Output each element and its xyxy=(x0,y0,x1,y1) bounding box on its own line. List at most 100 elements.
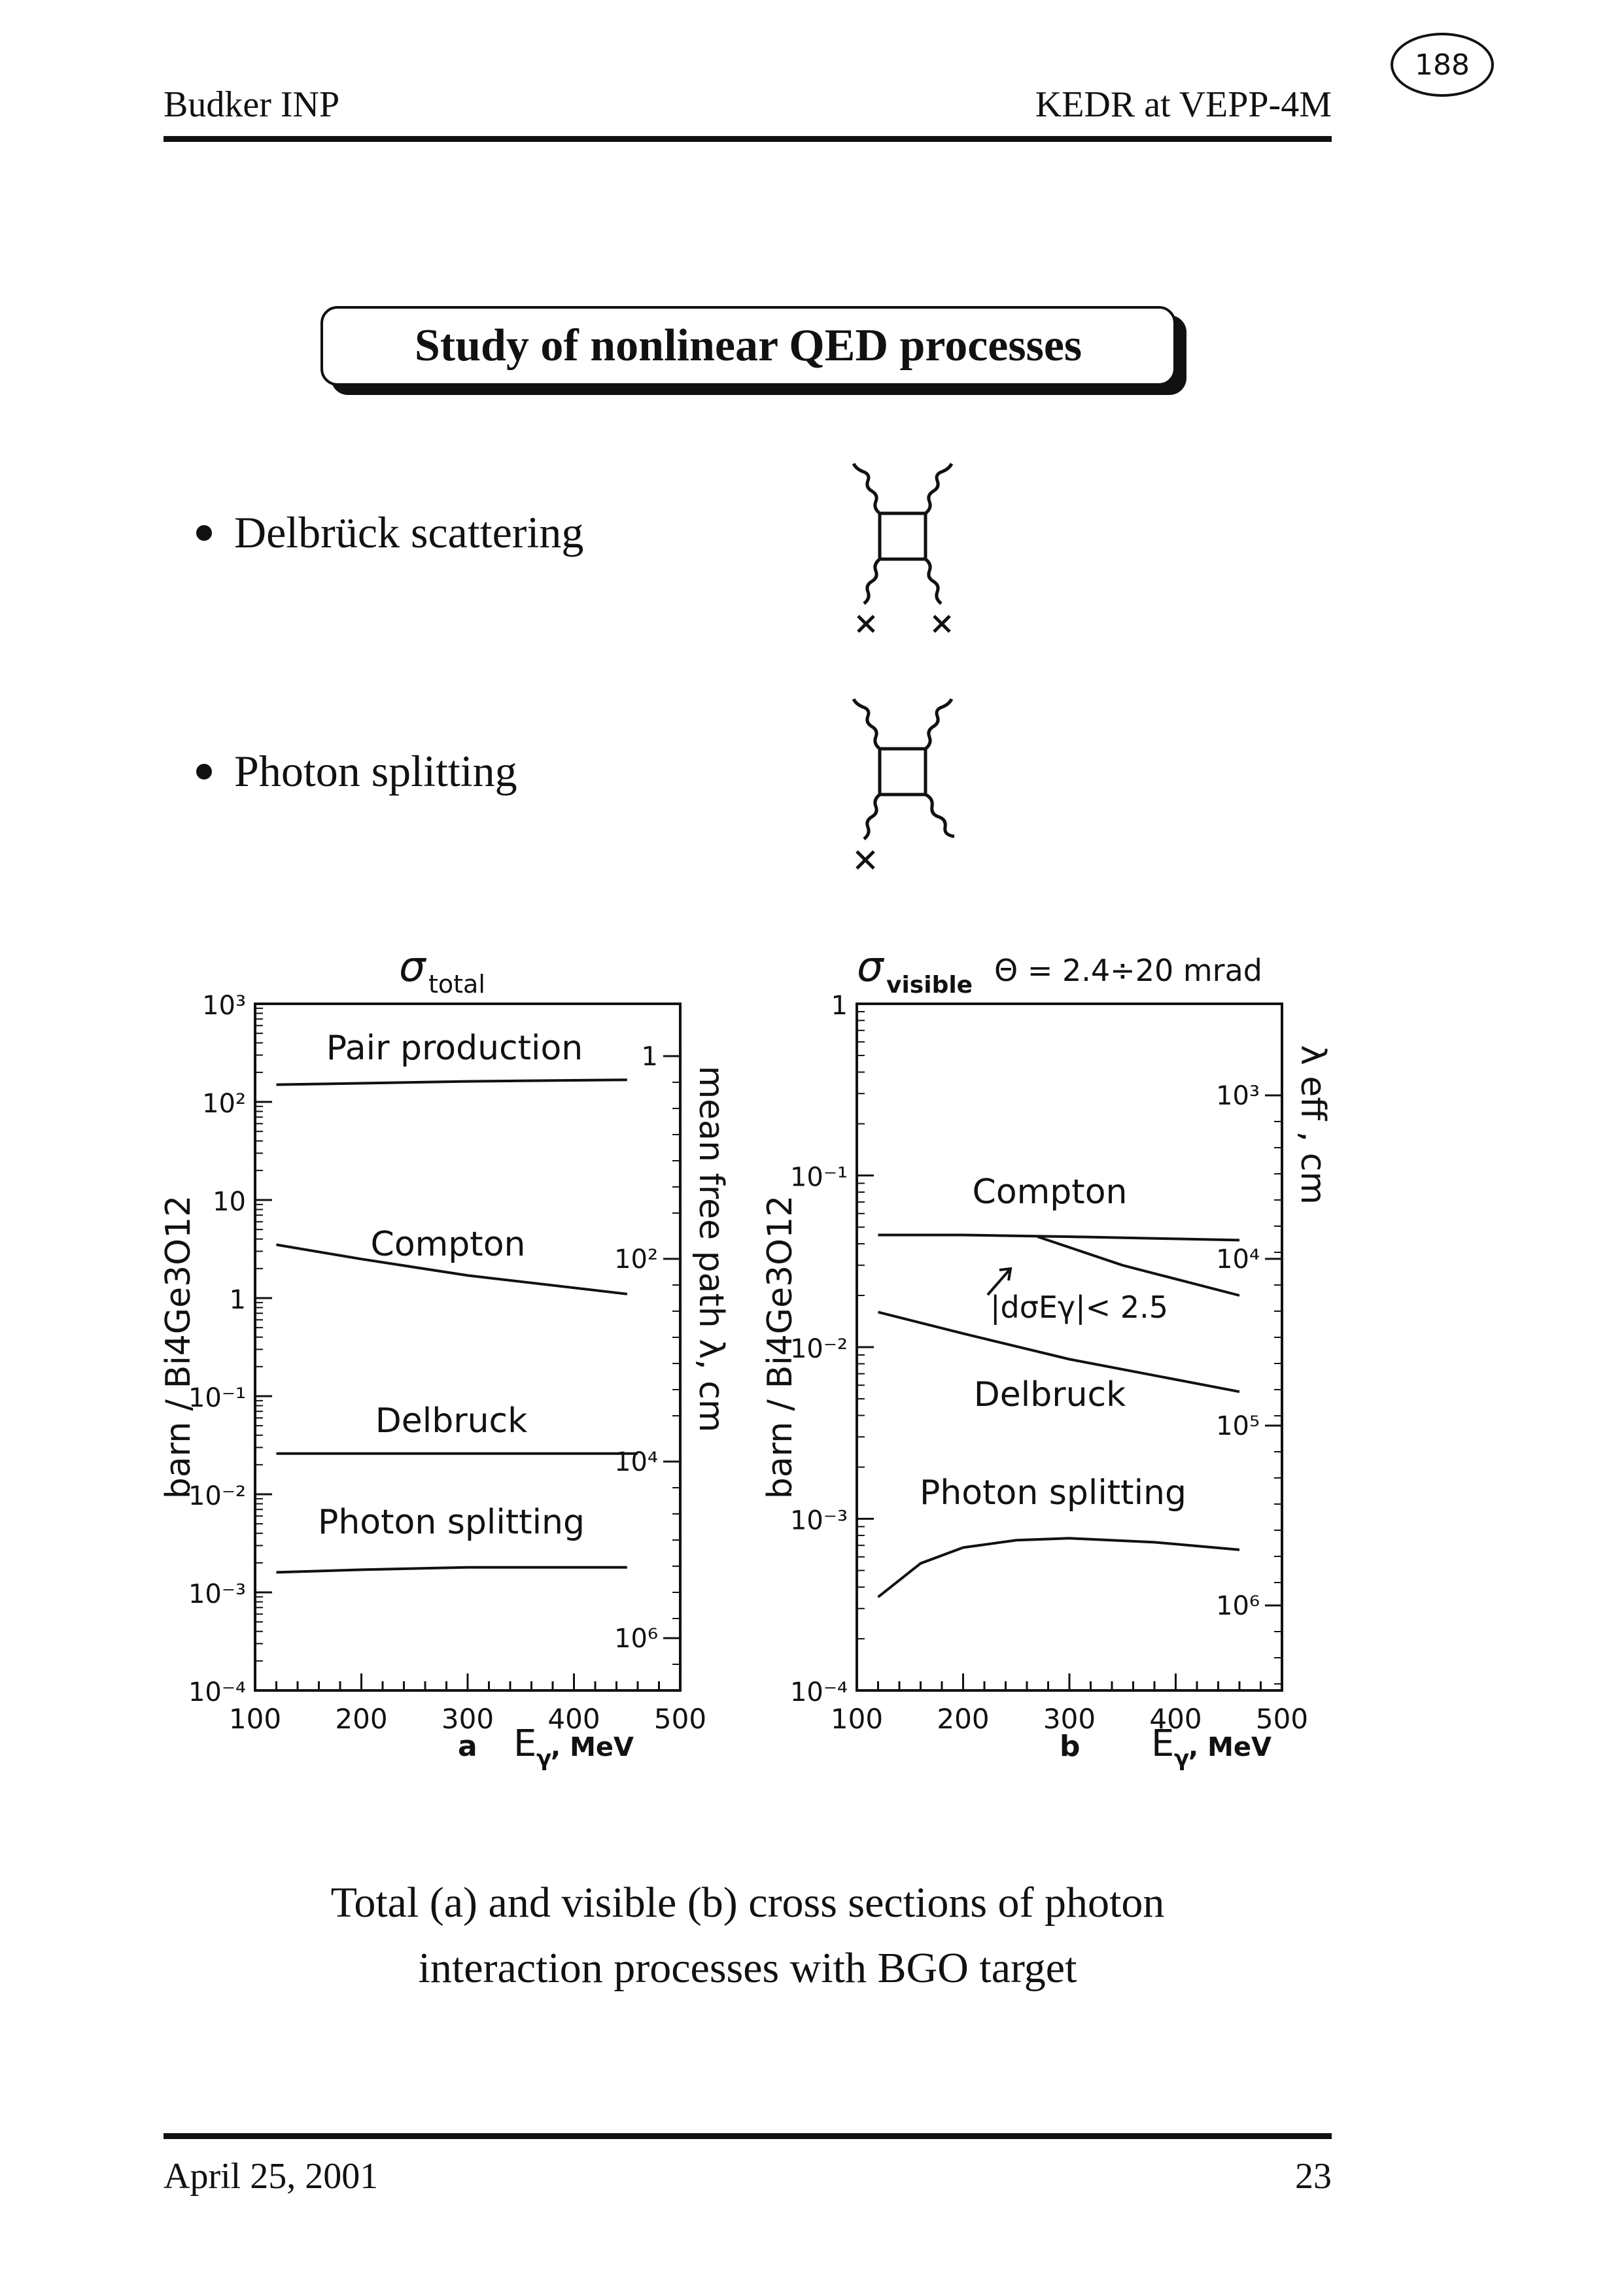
y-axis-right-label: λ eff , cm xyxy=(1293,1045,1332,1205)
outgoing-photon-line-2 xyxy=(924,793,955,838)
panel-label: a xyxy=(458,1730,477,1763)
annotation-arrow xyxy=(986,1267,1012,1296)
y-right-tick-label: 10³ xyxy=(1216,1081,1260,1111)
series-line-compton xyxy=(878,1233,1240,1242)
panel-label: b xyxy=(1060,1730,1081,1763)
series-label: Photon splitting xyxy=(318,1503,585,1542)
loop-box xyxy=(878,511,927,561)
series-line-photon-splitting xyxy=(877,1537,1240,1598)
annotation-label: |dσEγ|< 2.5 xyxy=(990,1290,1168,1326)
y-tick-label: 10⁻³ xyxy=(188,1579,246,1609)
x-tick-label: 100 xyxy=(831,1703,883,1735)
outgoing-photon-line-1 xyxy=(924,698,954,750)
y-tick-label: 10⁻¹ xyxy=(188,1383,246,1413)
figure-caption-line-1: Total (a) and visible (b) cross sections… xyxy=(330,1879,1165,1927)
series-line-delbruck xyxy=(878,1311,1240,1394)
series-lines xyxy=(877,1233,1240,1598)
series-label: Pair production xyxy=(326,1029,583,1068)
header-rule xyxy=(164,136,1332,142)
axis-ticks: 100 200 300 400 500 1 10⁻¹ 10⁻² 10⁻³ 10⁻⁴ 10³ 10⁴ 10… xyxy=(790,991,1308,1735)
series-label: Delbruck xyxy=(974,1375,1126,1414)
series-label: Compton xyxy=(973,1173,1128,1212)
x-axis-label-sub: γ xyxy=(1174,1745,1189,1772)
chart-title-sub: visible xyxy=(886,972,973,999)
loop-box xyxy=(878,747,927,797)
y-tick-label: 10³ xyxy=(202,991,246,1021)
outgoing-photon-line xyxy=(924,462,954,515)
series-label: Photon splitting xyxy=(920,1473,1186,1513)
x-tick-label: 400 xyxy=(547,1703,600,1735)
nucleus-cross xyxy=(856,850,875,870)
incoming-photon-line xyxy=(852,698,881,750)
series-line-compton xyxy=(276,1243,628,1295)
y-right-tick-label: 10⁴ xyxy=(1216,1244,1260,1275)
handwritten-page-stamp: 188 xyxy=(1391,33,1494,97)
chart-title-main: σ xyxy=(857,943,885,991)
y-right-tick-label: 10⁵ xyxy=(1216,1411,1260,1441)
plot-border xyxy=(254,1002,682,1692)
series-line-pair-production xyxy=(276,1078,627,1086)
y-right-tick-label: 10² xyxy=(614,1244,658,1275)
series-line-d-e-2-5 xyxy=(1037,1235,1240,1297)
chart-title-main: σ xyxy=(399,943,427,991)
plot-frame xyxy=(254,1002,682,1692)
x-tick-label: 100 xyxy=(229,1703,281,1735)
series-label: Compton xyxy=(371,1225,526,1264)
chart-title-rest: Θ = 2.4÷20 mrad xyxy=(994,953,1262,988)
slide-title: Study of nonlinear QED processes xyxy=(320,306,1176,386)
bullet-photon-splitting: Photon splitting xyxy=(196,745,517,797)
axis-ticks: 100 200 300 400 500 10³ 10² 10 1 10⁻¹ 10⁻² 10⁻³ 10⁻⁴… xyxy=(188,991,706,1735)
y-axis-label: barn / Bi4Ge3O12 xyxy=(761,1195,800,1499)
series-label: Delbruck xyxy=(375,1401,528,1441)
delbruck-feynman-diagram xyxy=(852,462,954,633)
series-labels: Compton Delbruck Photon splitting |dσEγ|< 2… xyxy=(920,1173,1186,1513)
series-lines xyxy=(276,1078,638,1574)
footer-rule xyxy=(164,2133,1332,2139)
series-line-photon-splitting xyxy=(276,1566,627,1574)
photon-splitting-feynman-diagram xyxy=(852,698,955,870)
coulomb-photon-line-2 xyxy=(924,558,943,605)
y-axis-right-label: mean free path λ, cm xyxy=(691,1066,731,1433)
x-tick-label: 500 xyxy=(1256,1703,1308,1735)
chart-total-cross-section: σ total 100 200 300 400 500 10³ 10² 10 1 10⁻¹ 10⁻²… xyxy=(159,943,731,1772)
y-right-tick-label: 10⁶ xyxy=(1216,1591,1260,1621)
bullet-delbruck: Delbrück scattering xyxy=(196,507,583,558)
x-tick-label: 300 xyxy=(1043,1703,1096,1735)
chart-title-sub: total xyxy=(428,970,485,999)
x-tick-label: 500 xyxy=(654,1703,706,1735)
bullet-label: Delbrück scattering xyxy=(234,507,584,557)
y-right-tick-label: 1 xyxy=(642,1042,658,1072)
y-tick-label: 10⁻³ xyxy=(790,1506,848,1536)
y-tick-label: 10⁻² xyxy=(790,1334,848,1364)
y-tick-label: 1 xyxy=(831,991,848,1021)
x-axis-label-main: E xyxy=(1151,1722,1174,1765)
coulomb-photon-line xyxy=(863,793,881,840)
bullet-label: Photon splitting xyxy=(234,746,517,796)
x-axis-label-rest: , MeV xyxy=(551,1732,634,1762)
y-right-tick-label: 10⁶ xyxy=(614,1624,658,1654)
x-axis-label-sub: γ xyxy=(536,1745,551,1772)
incoming-photon-line xyxy=(852,462,881,515)
figure-caption-line-2: interaction processes with BGO target xyxy=(418,1944,1077,1992)
footer-page-number: 23 xyxy=(1295,2156,1332,2197)
y-tick-label: 10⁻⁴ xyxy=(790,1677,848,1707)
y-tick-label: 10 xyxy=(213,1187,246,1217)
y-tick-label: 10² xyxy=(202,1089,246,1119)
y-tick-label: 10⁻² xyxy=(188,1481,246,1511)
chart-visible-cross-section: σ visible Θ = 2.4÷20 mrad 100 200 300 400 50… xyxy=(761,943,1332,1772)
footer-date: April 25, 2001 xyxy=(164,2156,379,2197)
coulomb-photon-line-1 xyxy=(863,558,881,605)
bullet-dot xyxy=(196,764,212,780)
x-tick-label: 300 xyxy=(441,1703,494,1735)
y-tick-label: 10⁻⁴ xyxy=(188,1677,246,1707)
x-tick-label: 200 xyxy=(937,1703,989,1735)
x-tick-label: 400 xyxy=(1149,1703,1202,1735)
header-left: Budker INP xyxy=(164,84,340,125)
y-right-tick-label: 10⁴ xyxy=(614,1447,658,1477)
series-labels: Pair production Compton Delbruck Photon spl… xyxy=(318,1029,585,1542)
bullet-dot xyxy=(196,525,212,541)
y-tick-label: 10⁻¹ xyxy=(790,1163,848,1193)
x-tick-label: 200 xyxy=(335,1703,387,1735)
x-axis-label-rest: , MeV xyxy=(1188,1732,1272,1762)
x-axis-label-main: E xyxy=(513,1722,536,1765)
